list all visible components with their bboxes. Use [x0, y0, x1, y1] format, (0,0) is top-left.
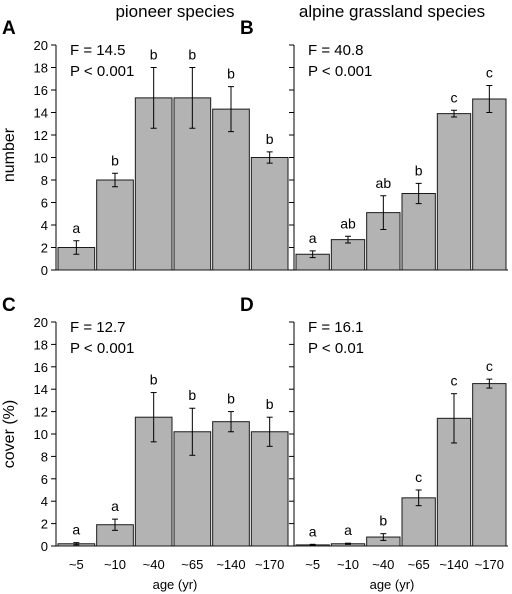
y-tick-label: 14 — [34, 106, 48, 121]
y-tick-label: 14 — [34, 382, 48, 397]
y-tick-label: 2 — [41, 241, 48, 256]
column-title-pioneer: pioneer species — [115, 2, 234, 21]
stats-label: F = 12.7 — [70, 319, 125, 336]
bar — [250, 157, 289, 271]
y-tick-label: 18 — [34, 337, 48, 352]
significance-letter: a — [309, 523, 317, 539]
y-tick-label: 8 — [41, 449, 48, 464]
x-tick-label: ~65 — [408, 557, 430, 572]
significance-letter: a — [72, 220, 80, 236]
bar — [472, 98, 507, 271]
significance-letter: b — [266, 131, 274, 147]
x-tick-label: ~40 — [143, 557, 165, 572]
bar — [401, 193, 436, 271]
significance-letter: b — [227, 66, 235, 82]
bar — [330, 239, 366, 271]
significance-letter: a — [309, 230, 317, 246]
significance-letter: b — [188, 47, 196, 63]
y-tick-label: 16 — [34, 360, 48, 375]
panel-c: C 0 2 4 6 8 10 12 14 16 18 20 a ~5 a ~10 b ~40 b ~65 b ~140 b ~… — [2, 295, 290, 572]
y-tick-label: 20 — [34, 315, 48, 330]
y-tick-label: 10 — [34, 151, 48, 166]
stats-label: F = 14.5 — [70, 42, 125, 59]
bar — [436, 113, 472, 271]
x-tick-label: ~10 — [104, 557, 126, 572]
significance-letter: c — [415, 469, 422, 485]
y-tick-label: 12 — [34, 405, 48, 420]
stats-label: P < 0.01 — [308, 340, 364, 357]
bar — [250, 431, 289, 547]
x-tick-label: ~140 — [439, 557, 468, 572]
significance-letter: a — [111, 498, 119, 514]
significance-letter: c — [451, 373, 458, 389]
significance-letter: b — [188, 387, 196, 403]
significance-letter: ab — [376, 175, 392, 191]
significance-letter: a — [72, 522, 80, 538]
panel-label-c: C — [2, 295, 16, 316]
y-tick-label: 12 — [34, 128, 48, 143]
significance-letter: b — [379, 513, 387, 529]
y-tick-label: 6 — [41, 472, 48, 487]
panel-label-a: A — [2, 18, 16, 39]
y-tick-label: 20 — [34, 38, 48, 53]
panel-d: Da ~5 a ~10 b ~40 c ~65 c ~140 c ~170 F = 16.1 P < 0.… — [240, 295, 508, 572]
bar — [212, 421, 250, 547]
x-tick-label: ~140 — [216, 557, 245, 572]
y-tick-label: 4 — [41, 494, 48, 509]
significance-letter: ab — [340, 215, 356, 231]
significance-letter: b — [150, 47, 158, 63]
y-tick-label: 0 — [41, 539, 48, 554]
y-tick-label: 10 — [34, 427, 48, 442]
panel-a: A 0 2 4 6 8 10 12 14 16 18 20 a b b b b b F = 14.5 P < 0.00… — [2, 18, 290, 278]
stats-label: F = 40.8 — [308, 42, 363, 59]
x-tick-label: ~10 — [337, 557, 359, 572]
x-tick-label: ~65 — [181, 557, 203, 572]
significance-letter: b — [415, 162, 423, 178]
y-tick-label: 6 — [41, 196, 48, 211]
significance-letter: c — [451, 89, 458, 105]
x-axis-label-right: age (yr) — [370, 577, 415, 592]
stats-label: P < 0.001 — [70, 63, 134, 80]
column-title-alpine: alpine grassland species — [299, 2, 485, 21]
x-tick-label: ~40 — [372, 557, 394, 572]
x-axis-label-left: age (yr) — [153, 577, 198, 592]
y-tick-label: 18 — [34, 61, 48, 76]
y-tick-label: 16 — [34, 83, 48, 98]
x-tick-label: ~170 — [475, 557, 504, 572]
significance-letter: c — [486, 358, 493, 374]
y-axis-label-bottom: cover (%) — [1, 400, 18, 468]
x-tick-label: ~5 — [305, 557, 320, 572]
significance-letter: b — [266, 396, 274, 412]
panel-label-d: D — [240, 295, 254, 316]
y-tick-label: 0 — [41, 263, 48, 278]
x-tick-label: ~170 — [255, 557, 284, 572]
panel-label-b: B — [240, 18, 254, 39]
y-tick-label: 2 — [41, 517, 48, 532]
bar — [472, 383, 507, 547]
panel-b: Ba ab ab b c c F = 40.8 P < 0.001 — [240, 18, 508, 271]
y-tick-label: 8 — [41, 173, 48, 188]
significance-letter: b — [227, 391, 235, 407]
y-axis-label-top: number — [1, 127, 18, 182]
significance-letter: a — [344, 522, 352, 538]
stats-label: F = 16.1 — [308, 319, 363, 336]
bar — [212, 108, 250, 271]
significance-letter: b — [150, 372, 158, 388]
bar — [96, 179, 134, 271]
significance-letter: b — [111, 152, 119, 168]
x-tick-label: ~5 — [69, 557, 84, 572]
y-tick-label: 4 — [41, 218, 48, 233]
stats-label: P < 0.001 — [308, 63, 372, 80]
significance-letter: c — [486, 65, 493, 81]
stats-label: P < 0.001 — [70, 340, 134, 357]
